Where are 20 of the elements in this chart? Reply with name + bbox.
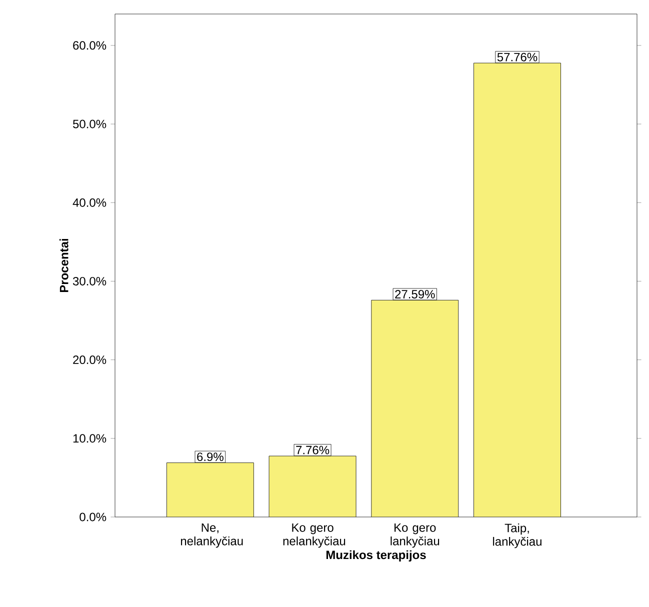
x-tick-label: Taip, lankyčiau [493, 523, 542, 548]
y-tick-label: 50.0% [72, 120, 106, 128]
bar [474, 62, 561, 517]
y-tick-label: 30.0% [72, 276, 106, 286]
data-label: 7.76% [296, 446, 330, 454]
x-tick-label: Ko gero lankyčiau [390, 523, 440, 548]
bar [166, 462, 254, 517]
data-label: 6.9% [197, 452, 224, 462]
x-tick-label: Ne, nelankyčiau [180, 523, 243, 548]
y-tick-label: 60.0% [73, 41, 106, 50]
y-tick-label: 20.0% [73, 356, 106, 364]
bar [269, 456, 356, 517]
x-axis-title: Muzikos terapijos [326, 550, 426, 562]
x-tick-label: Ko gero nelankyčiau [283, 523, 346, 548]
data-label: 57.76% [497, 52, 538, 62]
y-tick-label: 10.0% [73, 434, 106, 443]
y-axis-title: Procentai [60, 239, 68, 292]
y-tick-label: 0.0% [80, 512, 106, 522]
data-label: 27.59% [395, 290, 435, 298]
y-tick-label: 40.0% [72, 198, 106, 207]
